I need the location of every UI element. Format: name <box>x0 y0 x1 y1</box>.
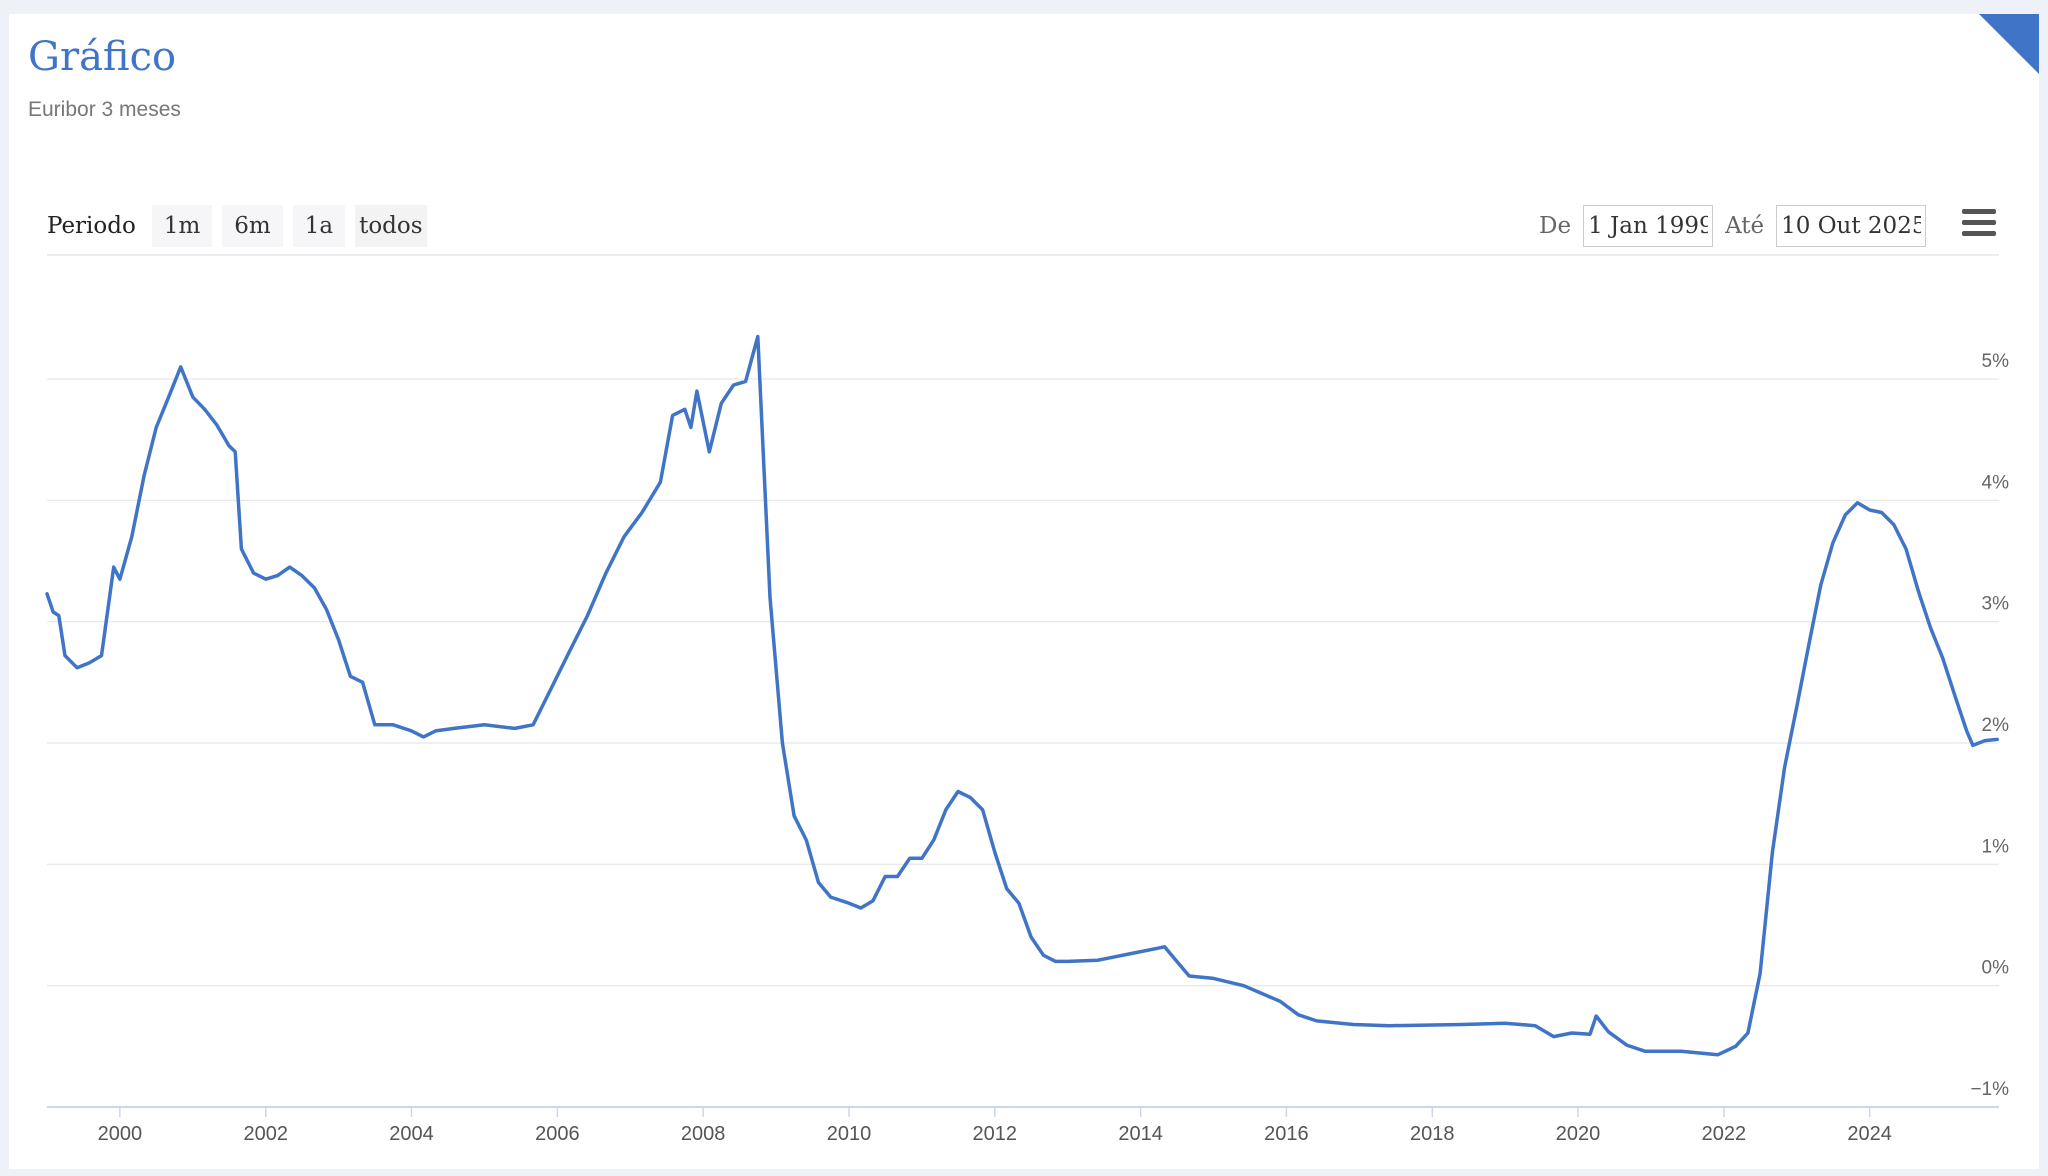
y-tick-label: 1% <box>1982 836 2010 857</box>
page-subtitle: Euribor 3 meses <box>28 98 181 121</box>
range-1m-button[interactable]: 1m <box>151 205 213 247</box>
from-label: De <box>1539 213 1572 239</box>
to-date-input[interactable] <box>1776 205 1927 247</box>
x-tick-label: 2002 <box>244 1123 289 1145</box>
x-tick-label: 2006 <box>535 1123 580 1145</box>
date-range: De Até <box>1539 205 1927 247</box>
x-tick-label: 2016 <box>1264 1123 1309 1145</box>
x-tick-label: 2010 <box>827 1123 872 1145</box>
chart-card: Gráfico Euribor 3 meses Periodo 1m 6m 1a… <box>9 14 2039 1169</box>
series-line <box>45 334 1999 1057</box>
corner-triangle-icon <box>1979 14 2039 74</box>
x-tick-label: 2024 <box>1847 1123 1892 1145</box>
x-tick-label: 2022 <box>1702 1123 1747 1145</box>
x-tick-label: 2000 <box>98 1123 143 1145</box>
range-1a-button[interactable]: 1a <box>292 205 346 247</box>
range-6m-button[interactable]: 6m <box>222 205 283 247</box>
y-tick-label: 4% <box>1982 472 2010 493</box>
y-tick-label: −1% <box>1970 1079 2009 1100</box>
y-tick-label: 5% <box>1982 351 2010 372</box>
y-tick-label: 2% <box>1982 715 2010 736</box>
page-title: Gráfico <box>28 34 177 80</box>
line-chart: −1% 0% 1% 2% 3% 4% 5% 2000 2002 2004 2006 2008 2010 2… <box>45 254 2010 1145</box>
x-tick-label: 2004 <box>389 1123 434 1145</box>
y-tick-label: 3% <box>1982 594 2010 615</box>
periodo-label: Periodo <box>47 213 136 239</box>
to-label: Até <box>1725 213 1765 239</box>
from-date-input[interactable] <box>1583 205 1714 247</box>
range-selector: Periodo 1m 6m 1a todos <box>47 205 427 247</box>
x-tick-label: 2020 <box>1556 1123 1601 1145</box>
hamburger-menu-icon[interactable] <box>1962 209 1996 239</box>
y-tick-label: 0% <box>1982 958 2010 979</box>
x-tick-label: 2008 <box>681 1123 726 1145</box>
range-todos-button[interactable]: todos <box>355 205 427 247</box>
x-tick-label: 2014 <box>1118 1123 1163 1145</box>
x-tick-label: 2012 <box>973 1123 1018 1145</box>
x-tick-label: 2018 <box>1410 1123 1455 1145</box>
